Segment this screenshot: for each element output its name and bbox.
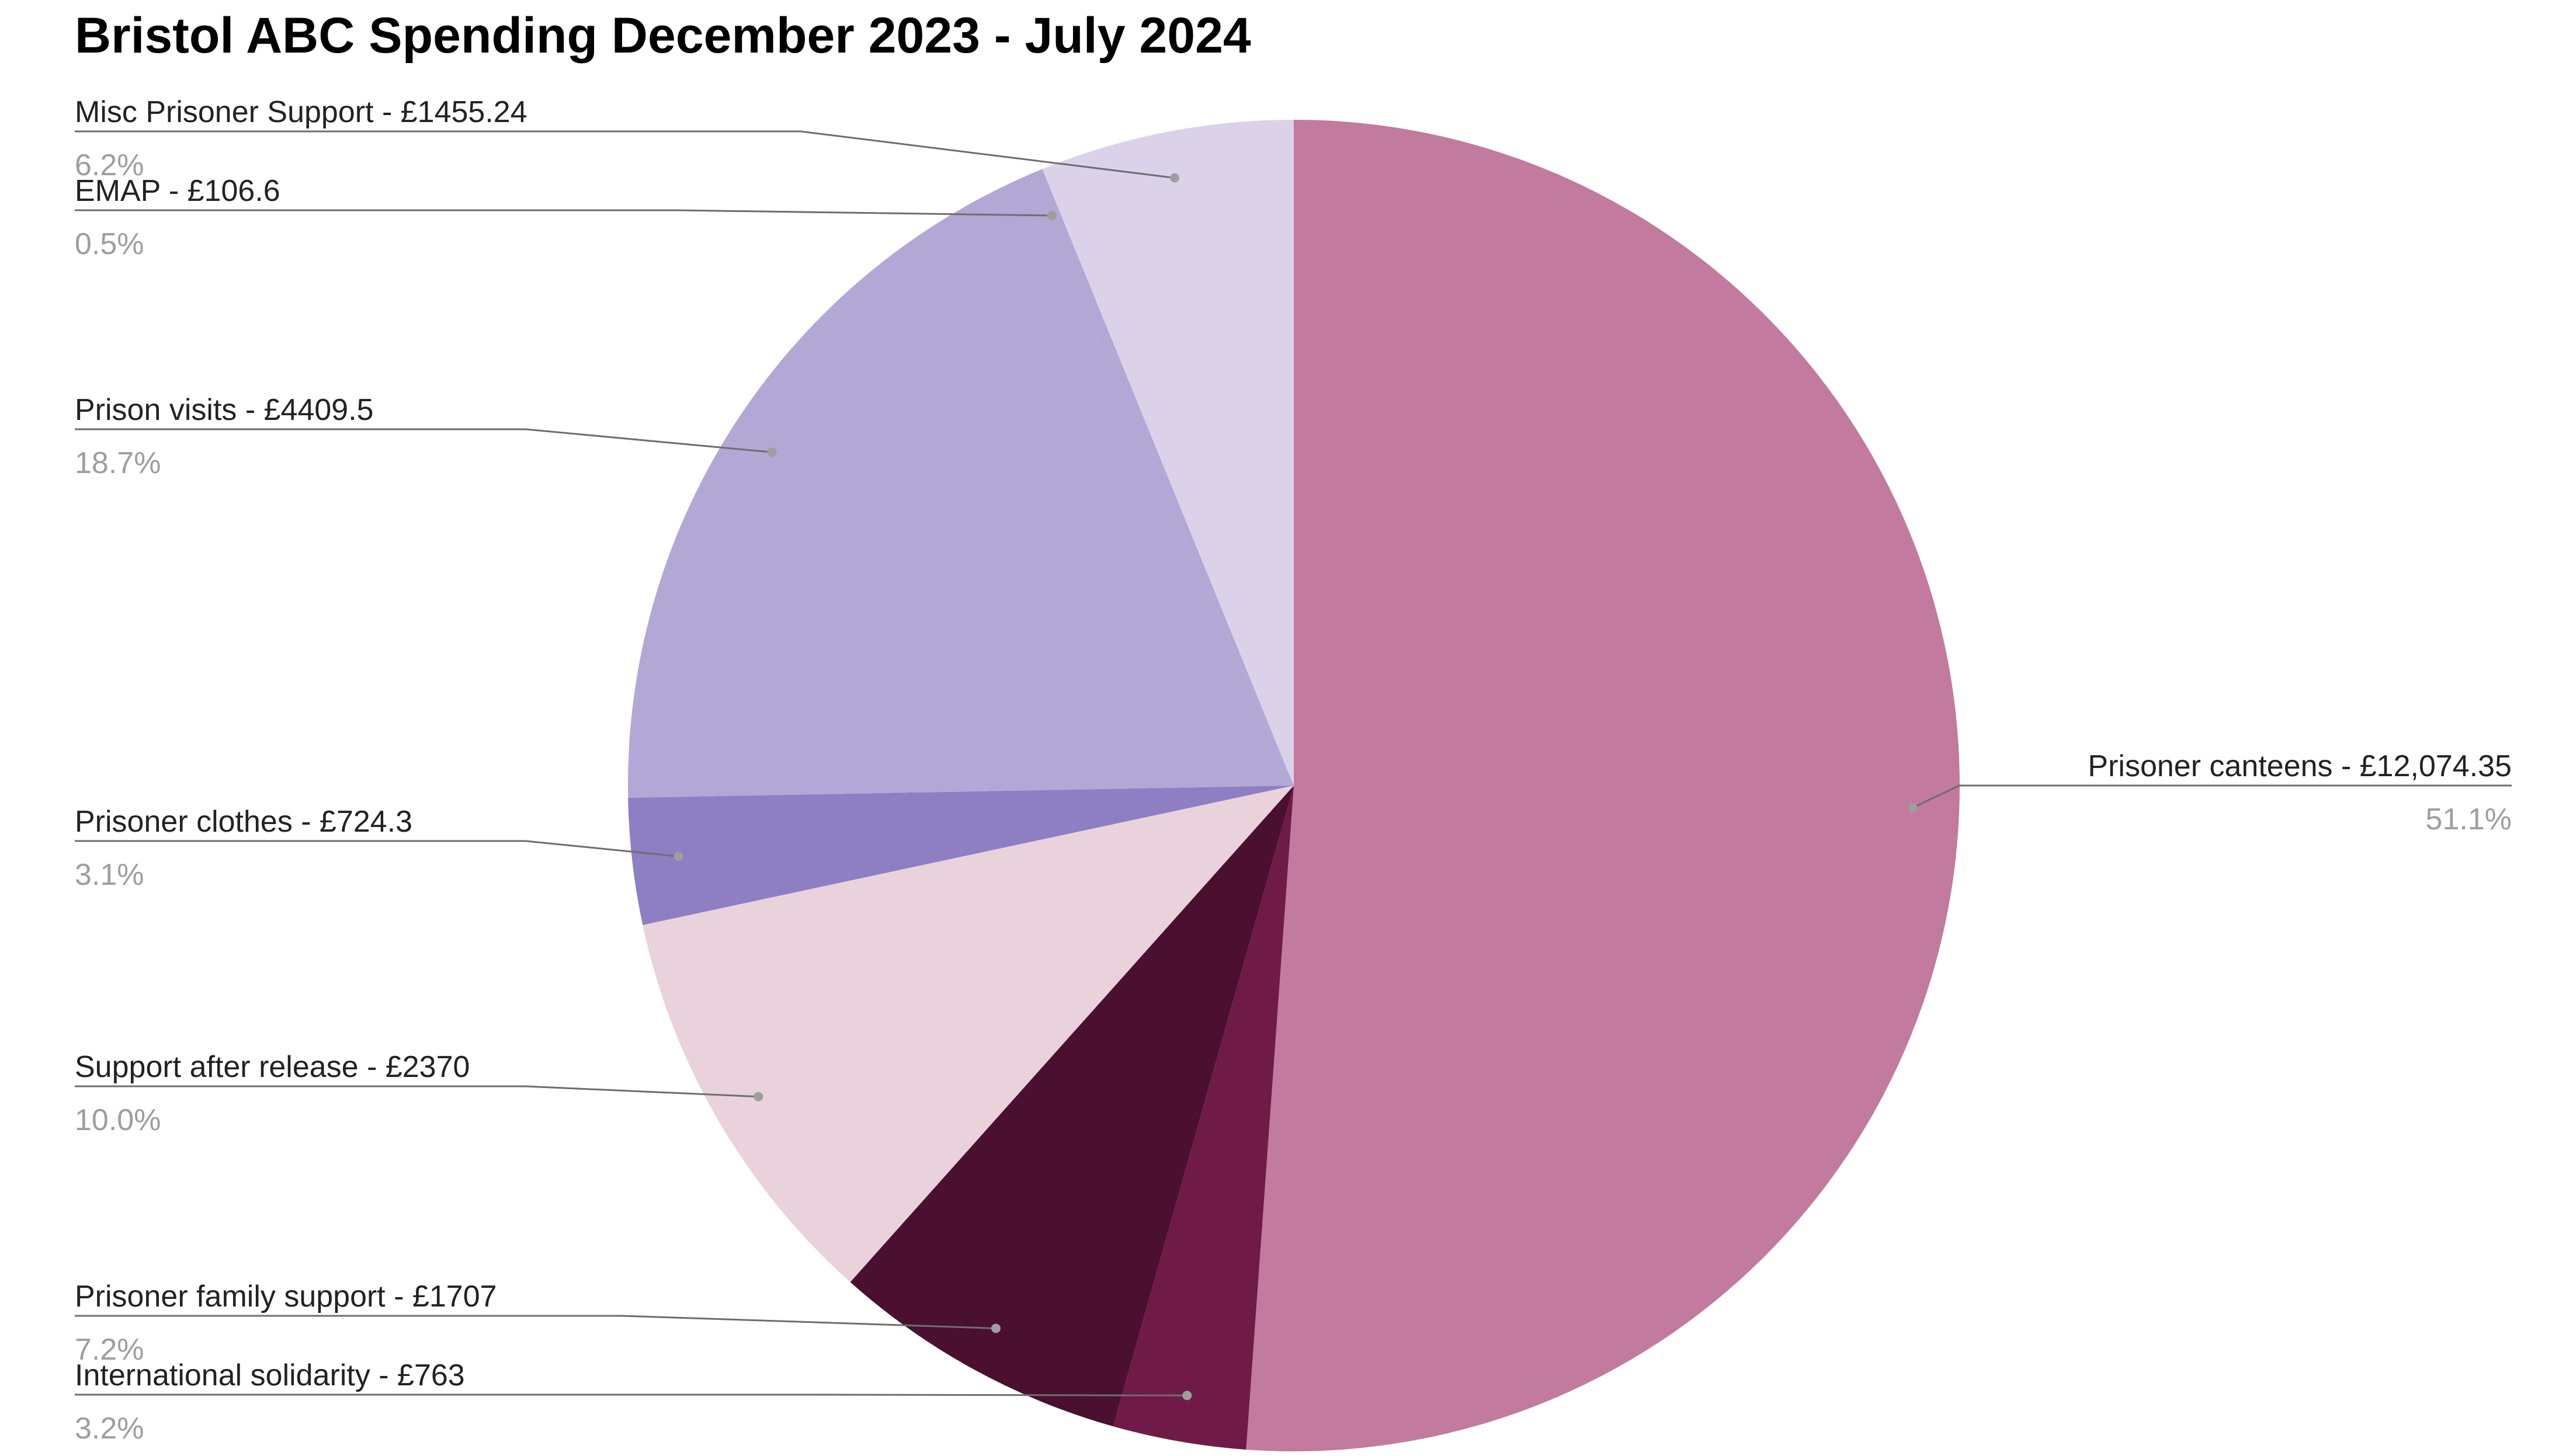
slice-percent: 6.2%: [75, 148, 144, 182]
callout-dot: [1047, 211, 1057, 221]
pie-slice-emap: [1025, 169, 1294, 786]
pie-slice-prison-visits: [627, 176, 1294, 798]
callout-dot: [991, 1323, 1001, 1333]
callout-line: [75, 1315, 996, 1329]
callout-line: [75, 1085, 759, 1098]
slice-percent: 51.1%: [2426, 802, 2512, 836]
slice-percent: 18.7%: [75, 446, 161, 480]
slice-label: Prisoner clothes - £724.3: [75, 805, 412, 839]
slice-label: Prisoner family support - £1707: [75, 1280, 497, 1313]
pie-slice-prisoner-canteens: [1246, 120, 1960, 1451]
slice-label: Misc Prisoner Support - £1455.24: [75, 95, 527, 129]
slice-percent: 3.2%: [75, 1412, 144, 1445]
callout-dot: [673, 852, 683, 861]
callout-line: [75, 428, 772, 453]
callout-dot: [754, 1092, 763, 1101]
callout-line: [75, 130, 1175, 179]
slice-label: EMAP - £106.6: [75, 174, 280, 208]
callout-dot: [767, 447, 777, 457]
pie-slice-support-after-release: [643, 786, 1294, 1283]
callout-line: [75, 840, 679, 857]
callout-line: [1912, 784, 2512, 809]
slice-percent: 0.5%: [75, 227, 144, 261]
pie-callouts: Prisoner canteens - £12,074.35 51.1% Inter…: [75, 95, 2512, 1445]
slice-percent: 7.2%: [75, 1333, 144, 1367]
callout-dot: [1908, 802, 1918, 812]
chart-title: Bristol ABC Spending December 2023 - Jul…: [75, 8, 1251, 64]
slice-label: International solidarity - £763: [75, 1358, 465, 1392]
slice-percent: 3.1%: [75, 858, 144, 892]
pie-slices: [627, 120, 1960, 1451]
slice-label: Prisoner canteens - £12,074.35: [2088, 749, 2512, 783]
pie-slice-prisoner-family-support: [850, 786, 1294, 1427]
callout-line: [75, 209, 1052, 217]
callout-dot: [1169, 173, 1179, 183]
slice-label: Prison visits - £4409.5: [75, 393, 374, 427]
slice-label: Support after release - £2370: [75, 1050, 470, 1084]
callout-dot: [1182, 1391, 1192, 1401]
pie-slice-prisoner-clothes: [628, 786, 1294, 925]
pie-slice-misc-prisoner-support: [1042, 120, 1294, 786]
slice-percent: 10.0%: [75, 1103, 161, 1137]
pie-slice-international-solidarity: [1113, 786, 1294, 1450]
